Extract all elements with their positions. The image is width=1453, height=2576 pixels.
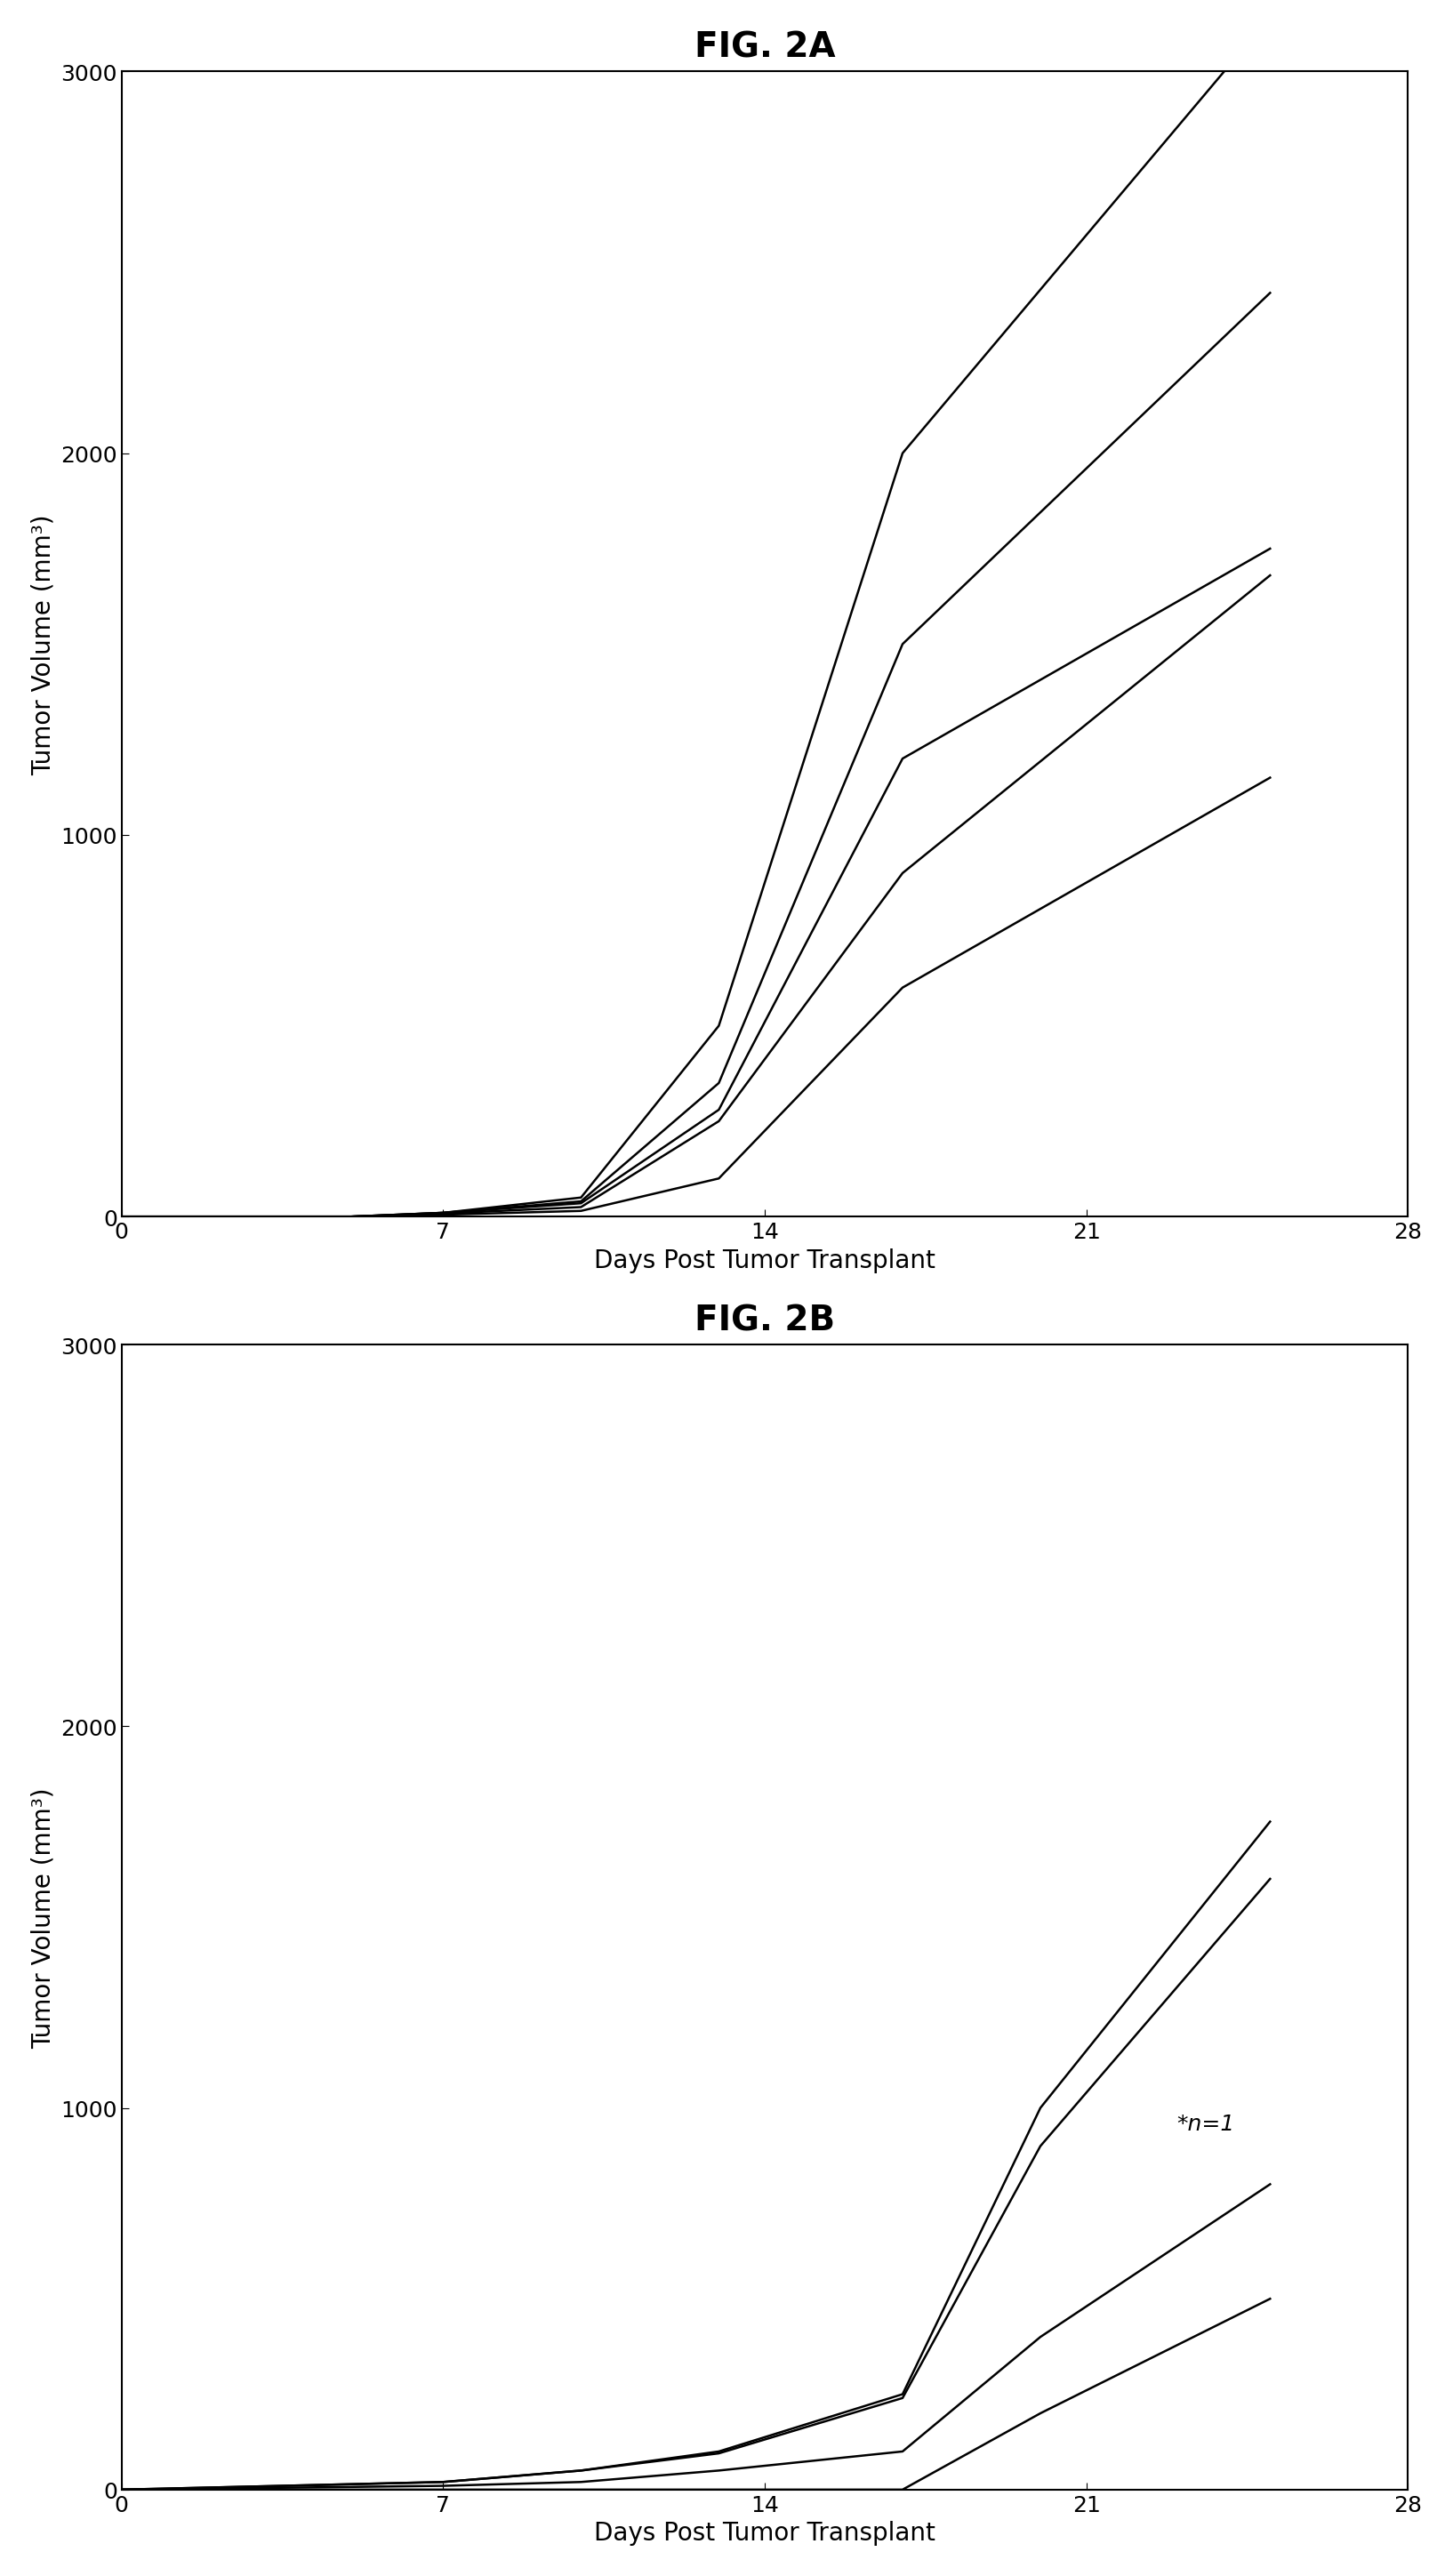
Y-axis label: Tumor Volume (mm³): Tumor Volume (mm³) [31, 1788, 55, 2048]
Text: *n=1: *n=1 [1177, 2112, 1235, 2133]
X-axis label: Days Post Tumor Transplant: Days Post Tumor Transplant [594, 2519, 936, 2545]
Title: FIG. 2B: FIG. 2B [695, 1303, 835, 1337]
Title: FIG. 2A: FIG. 2A [695, 31, 835, 64]
X-axis label: Days Post Tumor Transplant: Days Post Tumor Transplant [594, 1247, 936, 1273]
Y-axis label: Tumor Volume (mm³): Tumor Volume (mm³) [31, 515, 55, 775]
